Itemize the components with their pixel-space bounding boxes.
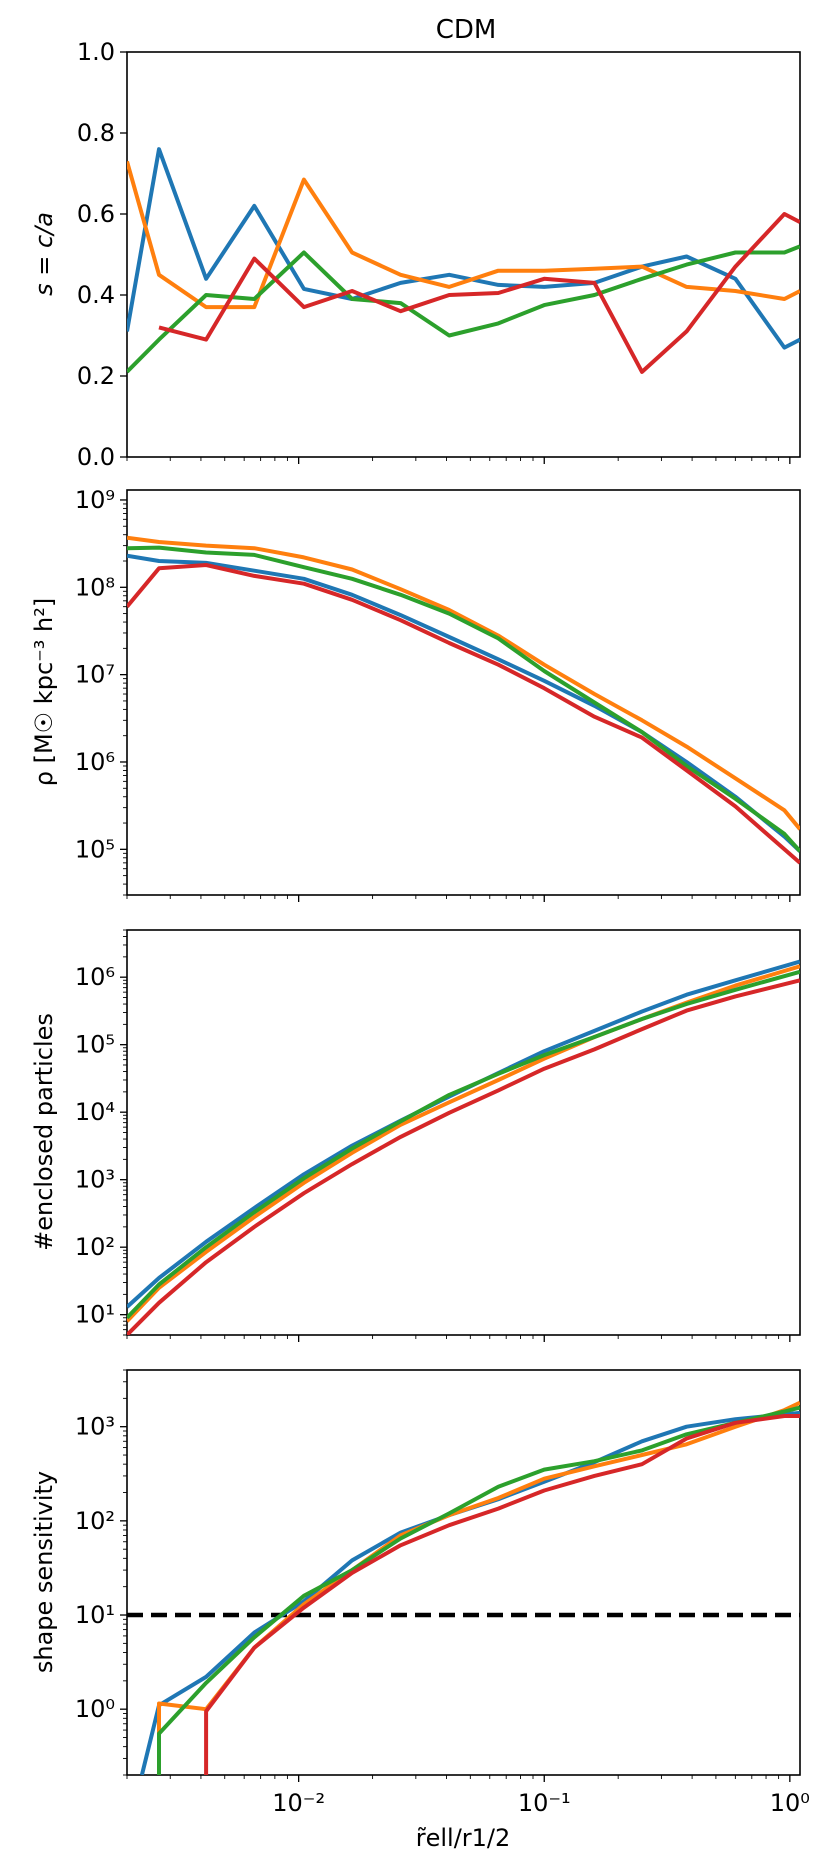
y-tick-label: 10⁶ [75, 748, 115, 776]
y-axis-label: ρ [M☉ kpc⁻³ h²] [30, 598, 58, 787]
y-tick-label: 0.8 [77, 119, 115, 147]
series-orange-line [127, 535, 800, 831]
y-tick-label: 10⁸ [75, 573, 115, 601]
y-tick-label: 10⁰ [75, 1695, 115, 1723]
series-lines [127, 959, 800, 1335]
series-lines [139, 1400, 800, 1775]
panel-density: 10⁵ 10⁶ 10⁷ 10⁸ 10⁹ ρ [M☉ kpc⁻³ h²] [30, 486, 801, 902]
series-green-line [157, 1405, 800, 1775]
y-tick-label: 10⁵ [75, 1031, 115, 1059]
x-axis-ticks: 10⁻² 10⁻¹ 10⁰ [126, 1775, 810, 1817]
y-tick-label: 10⁷ [75, 661, 115, 689]
y-tick-label: 10³ [75, 1166, 115, 1194]
y-axis-ticks: 10¹ 10² 10³ 10⁴ 10⁵ 10⁶ [75, 929, 127, 1336]
y-tick-label: 10⁹ [75, 486, 115, 514]
panel-shape-ratio: 0.0 0.2 0.4 0.6 0.8 1.0 s = c/a [30, 38, 801, 471]
series-blue-line [127, 959, 800, 1309]
figure-title: CDM [436, 15, 497, 45]
y-axis-label: #enclosed particles [30, 1013, 58, 1251]
plot-frame [126, 51, 801, 458]
series-lines [127, 535, 800, 865]
y-axis-ticks: 10⁵ 10⁶ 10⁷ 10⁸ 10⁹ [75, 486, 127, 896]
x-tick-label: 10⁰ [770, 1789, 810, 1817]
series-blue-line [139, 1410, 800, 1775]
y-tick-label: 10¹ [75, 1301, 115, 1329]
series-red-line [127, 978, 800, 1335]
series-green-line [127, 969, 800, 1320]
x-axis-ticks [126, 895, 791, 902]
series-red-line [127, 563, 800, 865]
y-axis-label: s = c/a [30, 212, 58, 296]
x-axis-label: r̃ell/r1/2 [416, 1824, 511, 1852]
y-tick-label: 1.0 [77, 38, 115, 66]
x-tick-label: 10⁻² [272, 1789, 325, 1817]
y-tick-label: 10⁴ [75, 1098, 115, 1126]
y-axis-ticks: 0.0 0.2 0.4 0.6 0.8 1.0 [77, 38, 127, 471]
y-tick-label: 10² [75, 1233, 115, 1261]
series-orange-line [157, 1400, 800, 1775]
series-orange-line [127, 964, 800, 1323]
series-orange-line [127, 160, 800, 310]
y-tick-label: 10⁶ [75, 963, 115, 991]
y-tick-label: 10¹ [75, 1601, 115, 1629]
x-tick-label: 10⁻¹ [518, 1789, 571, 1817]
series-blue-line [127, 553, 800, 853]
plot-frame [126, 489, 801, 896]
series-red-line [158, 212, 800, 374]
y-tick-label: 10² [75, 1507, 115, 1535]
y-tick-label: 0.2 [77, 362, 115, 390]
series-green-line [127, 545, 800, 853]
panel-shape-sensitivity: 10⁰ 10¹ 10² 10³ 10⁻² 10⁻¹ 10⁰ shape sensitivi… [30, 1369, 810, 1817]
series-red-line [204, 1414, 800, 1775]
y-axis-label: shape sensitivity [30, 1471, 58, 1673]
x-axis-ticks [126, 1335, 791, 1342]
plot-frame [126, 1369, 801, 1776]
y-tick-label: 0.4 [77, 281, 115, 309]
y-tick-label: 0.6 [77, 200, 115, 228]
y-axis-ticks: 10⁰ 10¹ 10² 10³ [75, 1369, 127, 1776]
series-lines [127, 147, 800, 374]
y-tick-label: 0.0 [77, 443, 115, 471]
series-green-line [127, 244, 800, 374]
y-tick-label: 10⁵ [75, 835, 115, 863]
y-tick-label: 10³ [75, 1413, 115, 1441]
x-axis-ticks [126, 457, 791, 464]
panel-enclosed-particles: 10¹ 10² 10³ 10⁴ 10⁵ 10⁶ #enclosed particles [30, 929, 801, 1342]
